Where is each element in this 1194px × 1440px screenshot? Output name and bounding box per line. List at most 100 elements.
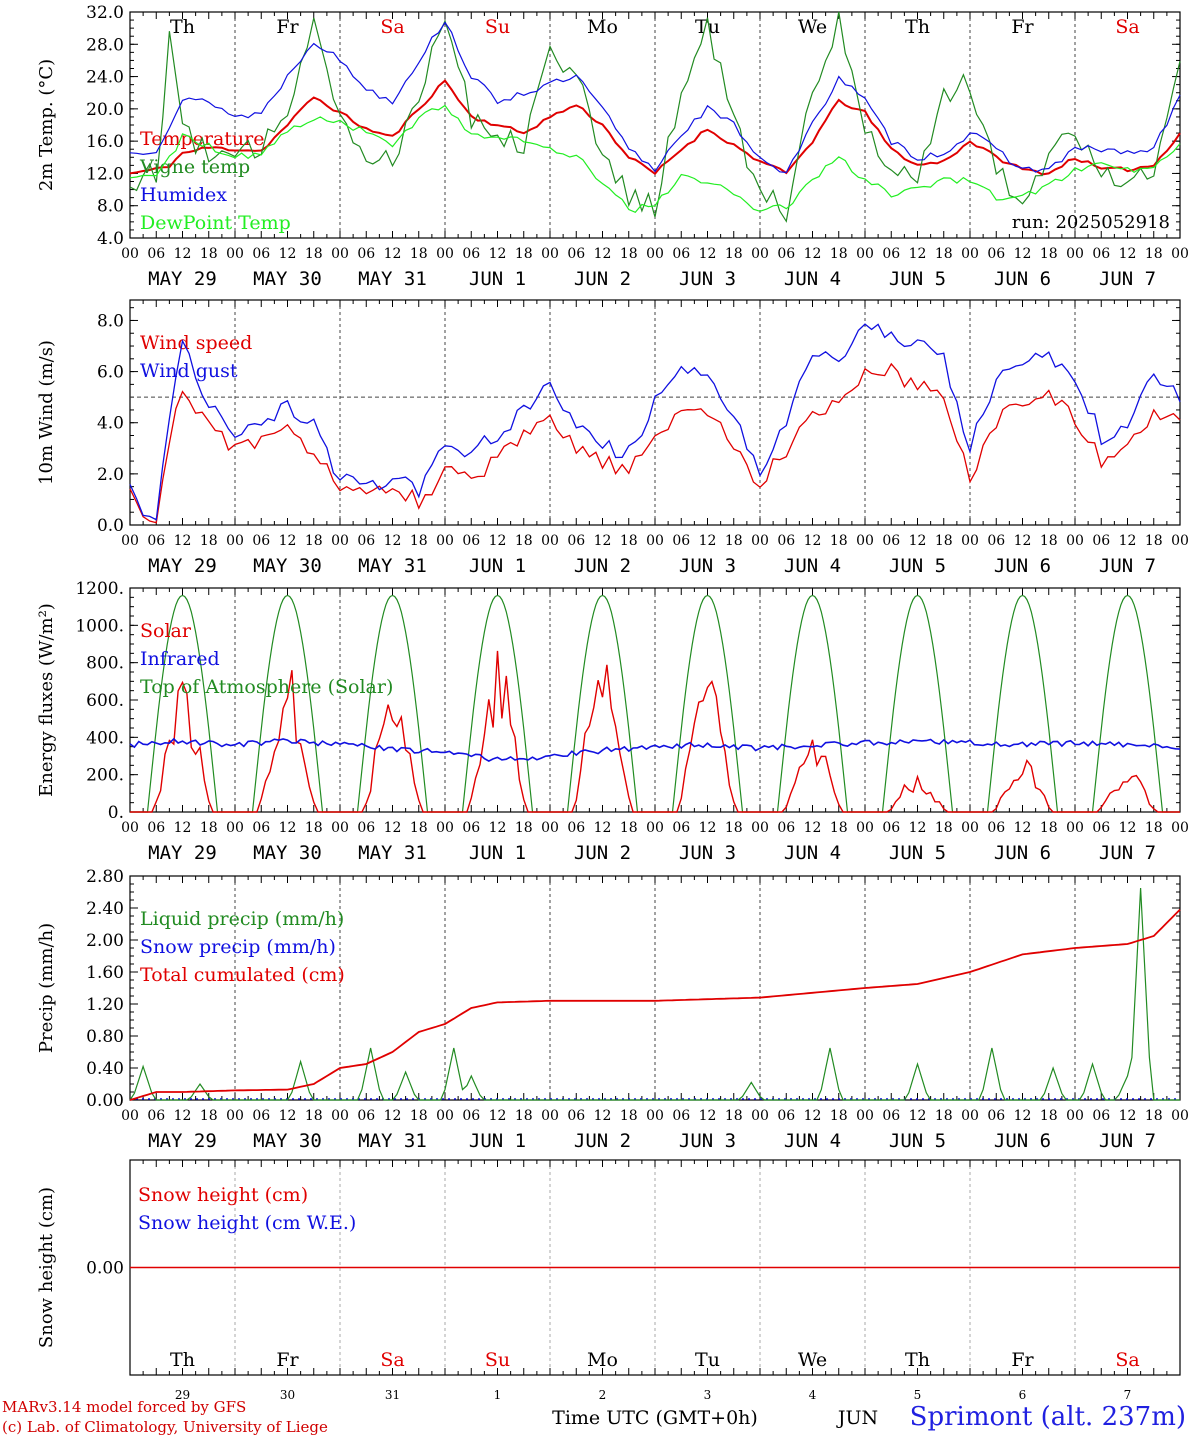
run-label: run: 2025052918 <box>1012 212 1170 233</box>
panel4-ytick-label: 0.40 <box>86 1059 124 1079</box>
panel3-hour-label: 18 <box>1145 820 1163 836</box>
panel1-hour-label: 00 <box>751 246 769 262</box>
panel4-hour-label: 06 <box>672 1108 690 1124</box>
panel2-hour-label: 12 <box>384 533 402 549</box>
panel1-date-label: MAY 29 <box>148 268 217 290</box>
weekday-label-top: Mo <box>587 16 618 38</box>
date-label-bottom: 6 <box>1019 1388 1027 1402</box>
panel2-hour-label: 00 <box>1171 533 1189 549</box>
panel4-hour-label: 12 <box>1119 1108 1137 1124</box>
panel1-ytick-label: 16.0 <box>86 132 124 152</box>
panel1-hour-label: 12 <box>699 246 717 262</box>
panel3-hour-label: 18 <box>935 820 953 836</box>
panel4-hour-label: 06 <box>1092 1108 1110 1124</box>
panel3-hour-label: 12 <box>174 820 192 836</box>
panel3-ytick-label: 1000. <box>75 616 124 636</box>
panel3-hour-label: 18 <box>305 820 323 836</box>
panel2-hour-label: 12 <box>1014 533 1032 549</box>
panel1-ytick-label: 8.0 <box>97 197 124 217</box>
panel1-hour-label: 06 <box>882 246 900 262</box>
panel2-hour-label: 06 <box>882 533 900 549</box>
panel4-hour-label: 12 <box>699 1108 717 1124</box>
panel3-hour-label: 18 <box>515 820 533 836</box>
panel4-ytick-label: 2.40 <box>86 899 124 919</box>
panel4-date-label: JUN 5 <box>889 1130 946 1152</box>
panel3-ylabel: Energy fluxes (W/m²) <box>36 603 57 797</box>
panel2-hour-label: 00 <box>541 533 559 549</box>
legend-top-of-atmosphere-solar-: Top of Atmosphere (Solar) <box>140 676 393 698</box>
panel2-hour-label: 06 <box>987 533 1005 549</box>
panel1-ytick-label: 4.0 <box>97 229 124 249</box>
weekday-label-bottom: Th <box>905 1349 930 1371</box>
panel1-ylabel: 2m Temp. (°C) <box>36 59 57 191</box>
panel2-date-label: JUN 7 <box>1099 555 1156 577</box>
panel3-date-label: JUN 6 <box>994 842 1051 864</box>
panel1-date-label: JUN 5 <box>889 268 946 290</box>
panel2-hour-label: 00 <box>226 533 244 549</box>
panel2-date-label: JUN 3 <box>679 555 736 577</box>
panel1-hour-label: 18 <box>1145 246 1163 262</box>
panel3-ytick-label: 0. <box>108 803 124 823</box>
weekday-label-top: Su <box>485 16 510 38</box>
panel1-date-label: JUN 7 <box>1099 268 1156 290</box>
panel4-ytick-label: 1.20 <box>86 995 124 1015</box>
weekday-label-bottom: Fr <box>1011 1349 1034 1371</box>
panel3-hour-label: 12 <box>1119 820 1137 836</box>
panel2-hour-label: 00 <box>436 533 454 549</box>
panel1-hour-label: 00 <box>1066 246 1084 262</box>
credit-line-1: MARv3.14 model forced by GFS <box>2 1398 247 1416</box>
panel3-date-label: JUN 1 <box>469 842 526 864</box>
panel3-hour-label: 00 <box>856 820 874 836</box>
panel1-hour-label: 12 <box>489 246 507 262</box>
panel2-hour-label: 18 <box>1040 533 1058 549</box>
panel4-hour-label: 18 <box>935 1108 953 1124</box>
panel3-hour-label: 06 <box>462 820 480 836</box>
panel3-hour-label: 12 <box>1014 820 1032 836</box>
panel4-hour-label: 00 <box>1171 1108 1189 1124</box>
legend-dewpoint-temp: DewPoint Temp <box>140 212 291 234</box>
panel2-hour-label: 18 <box>620 533 638 549</box>
legend-solar: Solar <box>140 620 192 642</box>
panel2-date-label: MAY 29 <box>148 555 217 577</box>
panel3-date-label: MAY 31 <box>358 842 427 864</box>
date-label-bottom: 31 <box>385 1388 400 1402</box>
date-label-bottom: 7 <box>1124 1388 1132 1402</box>
panel3-hour-label: 12 <box>489 820 507 836</box>
panel1-hour-label: 00 <box>646 246 664 262</box>
panel2-date-label: JUN 6 <box>994 555 1051 577</box>
panel2-hour-label: 00 <box>1066 533 1084 549</box>
panel2-hour-label: 12 <box>279 533 297 549</box>
panel2-hour-label: 12 <box>804 533 822 549</box>
panel4-ylabel: Precip (mm/h) <box>36 923 57 1053</box>
panel3-hour-label: 00 <box>961 820 979 836</box>
panel1-hour-label: 00 <box>856 246 874 262</box>
panel2-hour-label: 00 <box>121 533 139 549</box>
panel4-hour-label: 00 <box>961 1108 979 1124</box>
panel3-hour-label: 00 <box>1066 820 1084 836</box>
panel1-hour-label: 12 <box>384 246 402 262</box>
wind-series-wind-gust <box>129 323 1181 521</box>
weekday-label-top: Fr <box>1011 16 1034 38</box>
panel3-hour-label: 18 <box>620 820 638 836</box>
panel4-hour-label: 06 <box>462 1108 480 1124</box>
panel3-hour-label: 06 <box>147 820 165 836</box>
weekday-label-top: Sa <box>380 16 404 38</box>
panel2-hour-label: 06 <box>147 533 165 549</box>
temp-series-temperature <box>129 79 1181 176</box>
legend-snow-precip-mm-h-: Snow precip (mm/h) <box>140 936 336 958</box>
panel3-ytick-label: 400. <box>86 728 124 748</box>
panel4-date-label: JUN 7 <box>1099 1130 1156 1152</box>
panel2-hour-label: 18 <box>725 533 743 549</box>
panel1-hour-label: 12 <box>594 246 612 262</box>
panel4-hour-label: 18 <box>1145 1108 1163 1124</box>
panel3-hour-label: 06 <box>357 820 375 836</box>
panel4-hour-label: 00 <box>1066 1108 1084 1124</box>
panel3-hour-label: 18 <box>410 820 428 836</box>
date-label-bottom: 29 <box>175 1388 190 1402</box>
panel1-hour-label: 06 <box>777 246 795 262</box>
panel3-ytick-label: 800. <box>86 654 124 674</box>
panel5-ylabel: Snow height (cm) <box>36 1187 57 1348</box>
panel4-hour-label: 00 <box>436 1108 454 1124</box>
panel3-hour-label: 18 <box>830 820 848 836</box>
